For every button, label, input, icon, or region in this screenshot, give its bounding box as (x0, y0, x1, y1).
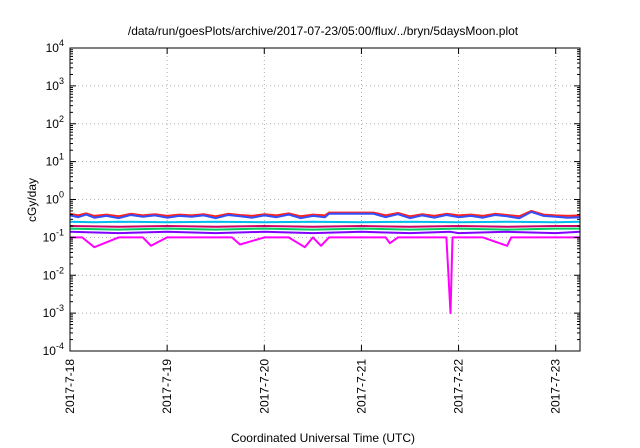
x-tick-label: 2017-7-22 (452, 359, 466, 414)
series-line-1 (69, 230, 581, 235)
series-group (69, 209, 581, 315)
series-line-2 (69, 227, 580, 231)
x-axis: 2017-7-18 2017-7-19 2017-7-20 2017-7-21 2017… (63, 48, 563, 414)
series-line-4 (69, 220, 581, 224)
grid (69, 48, 580, 351)
series-line-6 (69, 210, 581, 220)
x-tick-label: 2017-7-23 (549, 359, 563, 414)
series-line-3 (69, 225, 580, 228)
x-tick-label: 2017-7-18 (63, 359, 77, 414)
x-axis-label: Coordinated Universal Time (UTC) (231, 431, 415, 445)
series-line-5 (69, 209, 581, 218)
x-tick-label: 2017-7-20 (257, 359, 271, 414)
x-tick-label: 2017-7-21 (354, 359, 368, 414)
x-tick-label: 2017-7-19 (160, 359, 174, 414)
y-axis-label: cGy/day (25, 178, 39, 222)
chart-title: /data/run/goesPlots/archive/2017-07-23/0… (128, 24, 519, 38)
series-line-0 (70, 236, 580, 315)
